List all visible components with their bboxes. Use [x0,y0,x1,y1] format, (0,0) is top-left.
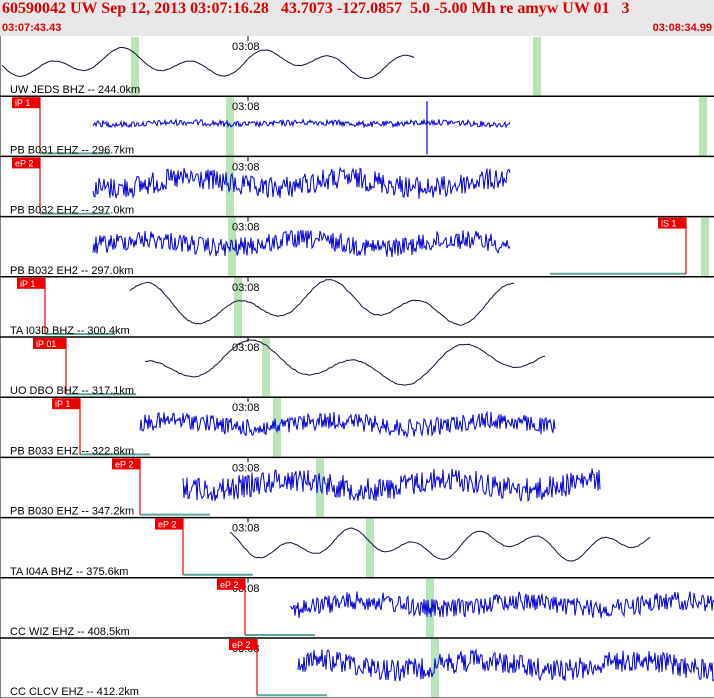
waveform [92,230,511,258]
station-label: UO DBO BHZ -- 317.1km [10,385,134,397]
pick-box[interactable] [658,217,686,229]
waveform [139,410,556,439]
trace-row[interactable]: 03:08 iP 1 PB B033 EHZ -- 322.8km [0,397,714,459]
time-tick-label: 03:08 [232,41,260,53]
pick-label: eP 2 [15,158,33,168]
pick-label: iP 1 [15,98,30,108]
event-title: 60590042 UW Sep 12, 2013 03:07:16.28 43.… [2,0,630,17]
time-marker [262,338,270,397]
trace-row[interactable]: 03:08 iP 01 UO DBO BHZ -- 317.1km [0,337,714,398]
trace-row[interactable]: 03:08 UW JEDS BHZ -- 244.0km [0,36,714,97]
station-label: TA I04A BHZ -- 375.6km [10,566,128,578]
time-tick-label: 03:08 [232,342,260,354]
time-tick-label: 03:08 [232,402,260,414]
time-tick-label: 03:08 [232,462,260,474]
waveform [144,339,546,386]
station-label: CC CLCV EHZ -- 412.2km [10,686,139,698]
pick-label: eP 2 [158,520,176,530]
time-marker [131,37,139,96]
time-marker [366,518,374,577]
station-label: UW JEDS BHZ -- 244.0km [10,84,140,96]
pick-box[interactable] [12,157,40,169]
pick-label: iP 01 [36,339,56,349]
waveform [182,468,601,503]
pick-label: eP 2 [232,640,250,650]
waveform [92,117,511,129]
pick-label: iP 1 [20,279,35,289]
station-label: PB B032 EH2 -- 297.0km [10,265,134,277]
trace-row[interactable]: 03:08 iS 1 PB B032 EH2 -- 297.0km [0,216,714,278]
trace-panel[interactable]: 03:08 UW JEDS BHZ -- 244.0km 03:08 iP 1 PB B… [0,36,714,698]
pick-box[interactable] [12,97,40,109]
start-time: 03:07:43.43 [2,22,62,34]
waveform [92,166,511,199]
time-marker [533,37,541,96]
station-label: CC WIZ EHZ -- 408.5km [10,626,130,638]
station-label: PB B033 EHZ -- 322.8km [10,445,134,457]
time-marker [234,277,242,336]
time-tick-label: 03:08 [232,282,260,294]
waveform [297,648,714,682]
pick-box[interactable] [52,398,80,410]
pick-box[interactable] [33,338,66,349]
trace-row[interactable]: 03:08 iP 1 PB B031 EHZ -- 296.7km [0,96,714,158]
pick-box[interactable] [229,639,257,650]
waveform [229,527,651,562]
pick-label: iS 1 [661,219,677,229]
time-marker [273,398,281,457]
event-header: 60590042 UW Sep 12, 2013 03:07:16.28 43.… [0,0,714,36]
pick-box[interactable] [112,458,140,470]
trace-row[interactable]: 03:08 eP 2 PB B032 EHZ -- 297.0km [0,156,714,218]
time-marker [701,217,709,276]
time-tick-label: 03:08 [232,101,260,113]
station-label: PB B030 EHZ -- 347.2km [10,506,134,518]
time-tick-label: 03:08 [232,222,260,234]
trace-row[interactable]: 03:08 eP 2 PB B030 EHZ -- 347.2km [0,457,714,519]
trace-row[interactable]: 03:08 eP 2 TA I04A BHZ -- 375.6km [0,517,714,579]
pick-label: eP 2 [115,459,133,469]
time-tick-label: 03:08 [232,523,260,535]
station-label: PB B032 EHZ -- 297.0km [10,205,134,217]
time-tick-label: 03:08 [232,161,260,173]
pick-box[interactable] [17,277,45,289]
time-marker [228,217,236,276]
end-time: 03:08:34.99 [652,22,712,34]
time-marker [316,458,324,517]
pick-box[interactable] [217,578,245,590]
pick-label: eP 2 [220,580,238,590]
time-marker [226,97,234,156]
waveform [1,47,415,80]
waveform [129,278,514,326]
time-marker [431,639,439,698]
waveform [289,591,714,619]
trace-row[interactable]: 03:08 iP 1 TA I03D BHZ -- 300.4km [0,276,714,338]
time-marker [699,97,707,156]
station-label: TA I03D BHZ -- 300.4km [10,325,130,337]
pick-box[interactable] [155,518,183,530]
station-label: PB B031 EHZ -- 296.7km [10,144,134,156]
pick-label: iP 1 [55,399,70,409]
